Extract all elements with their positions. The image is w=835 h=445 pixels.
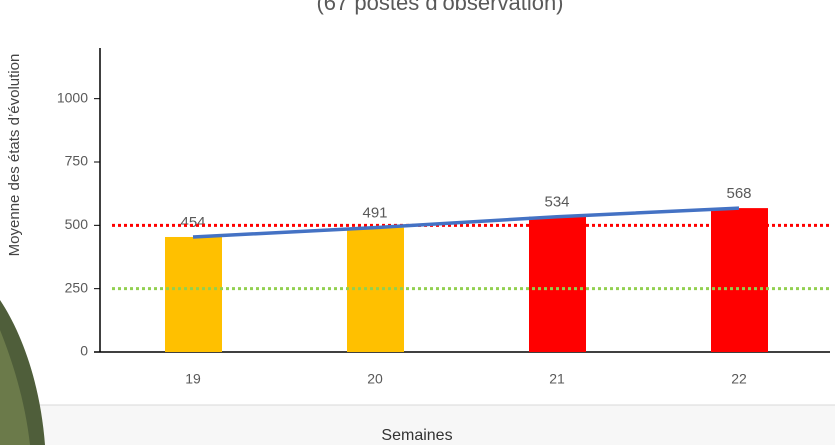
y-tick-label: 250: [65, 279, 89, 295]
y-tick-label: 500: [65, 216, 89, 232]
photo-edge: [0, 330, 30, 445]
x-axis-label: Semaines: [381, 427, 452, 444]
x-tick-label: 19: [185, 371, 201, 387]
x-tick-label: 22: [731, 371, 747, 387]
data-label: 454: [180, 214, 205, 231]
data-label: 534: [544, 194, 569, 211]
y-tick-label: 750: [65, 153, 89, 169]
y-tick-label: 1000: [57, 89, 88, 105]
y-tick-label: 0: [80, 343, 88, 359]
chart-subtitle: (67 postes d’observation): [316, 0, 563, 15]
trend-line: [192, 206, 740, 239]
y-axis-label: Moyenne des états d’évolution: [6, 54, 23, 257]
data-label: 491: [362, 205, 387, 222]
bar: [165, 236, 222, 352]
bar: [529, 216, 586, 352]
x-tick-label: 20: [367, 371, 383, 387]
x-tick-label: 21: [549, 371, 565, 387]
data-label: 568: [726, 185, 751, 202]
footer-area: [0, 405, 835, 445]
bar: [711, 208, 768, 352]
